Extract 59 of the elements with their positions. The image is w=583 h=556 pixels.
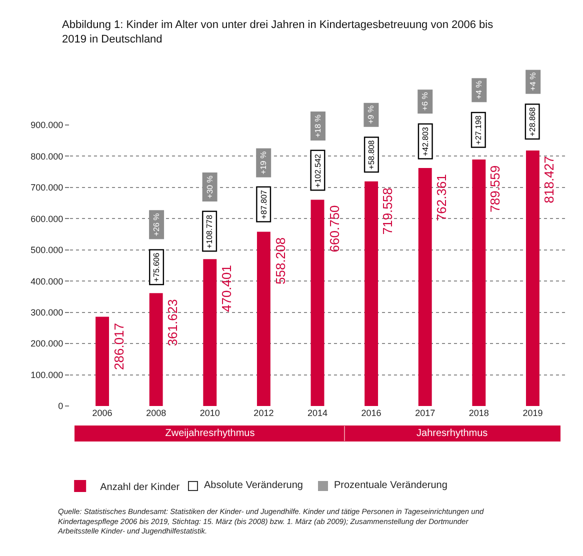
x-tick-label: 2012 (254, 408, 274, 418)
bar (96, 316, 110, 406)
annotation: +42.803 (421, 126, 430, 156)
chart-title: Abbildung 1: Kinder im Alter von unter drei Jahren in Kindertagesbetreuung von 2006 bis 2019 in Deutschland (62, 19, 494, 46)
x-tick-label: 2019 (522, 408, 543, 418)
text: Absolute Veränderung (204, 480, 303, 491)
y-tick-label: 300.000 (30, 307, 64, 318)
annotation: +102.542 (313, 153, 322, 188)
x-tick-label: 2018 (468, 408, 489, 418)
x-tick-label: 2014 (307, 408, 328, 418)
y-tick-label: 700.000 (30, 182, 64, 193)
annotation: +28.868 (528, 106, 538, 136)
y-tick-label: 800.000 (30, 151, 64, 162)
y-tick-label: 0 (58, 401, 64, 412)
bar (203, 259, 217, 406)
y-tick-label: 600.000 (30, 214, 64, 224)
x-tick-label: 2017 (415, 408, 436, 418)
data-label: 789.559 (487, 165, 502, 212)
annotation: +27.198 (474, 115, 484, 145)
text: +9 % (366, 105, 376, 124)
bar (256, 232, 270, 406)
bar (472, 159, 486, 406)
x-tick-label: 2008 (146, 408, 166, 418)
text: +4 % (474, 80, 484, 100)
annotation: +75.606 (152, 252, 162, 282)
legend-label: Anzahl der Kinder (100, 482, 180, 493)
data-label: 286.017 (112, 322, 127, 370)
data-label: 719.558 (380, 188, 395, 235)
data-label: 818.427 (541, 156, 556, 204)
text: Prozentuale Veränderung (334, 480, 448, 491)
text: Zweijahresrhythmus (165, 428, 255, 439)
bar (418, 168, 432, 406)
data-label: 660.750 (326, 205, 342, 252)
data-label: 558.208 (272, 237, 288, 284)
annotation: +58.808 (367, 140, 376, 170)
annotation: +108.778 (205, 214, 214, 249)
x-tick-label: 2016 (361, 408, 382, 418)
annotation: +30 % (205, 176, 214, 198)
annotation: +18 % (313, 114, 322, 138)
data-label: 762.361 (434, 174, 450, 222)
y-tick-label: 900.000 (30, 120, 64, 130)
y-tick-label: 200.000 (30, 338, 64, 349)
data-label: 470.401 (218, 265, 234, 312)
annotation: +19 % (259, 151, 268, 174)
text: +4 % (528, 72, 538, 91)
bar (364, 181, 378, 406)
annotation: +87.807 (259, 189, 268, 220)
bar (149, 293, 163, 406)
y-tick-label: 500.000 (30, 245, 64, 256)
data-label: 361.623 (165, 299, 180, 346)
x-tick-label: 2006 (92, 408, 112, 418)
y-tick-label: 100.000 (30, 370, 64, 380)
annotation: +26 % (152, 213, 162, 236)
x-tick-label: 2010 (200, 408, 220, 418)
bar (526, 150, 540, 406)
y-tick-label: 400.000 (30, 276, 64, 286)
text: +6 % (420, 92, 430, 111)
bar (310, 200, 324, 406)
text: Jahresrhythmus (416, 428, 488, 439)
